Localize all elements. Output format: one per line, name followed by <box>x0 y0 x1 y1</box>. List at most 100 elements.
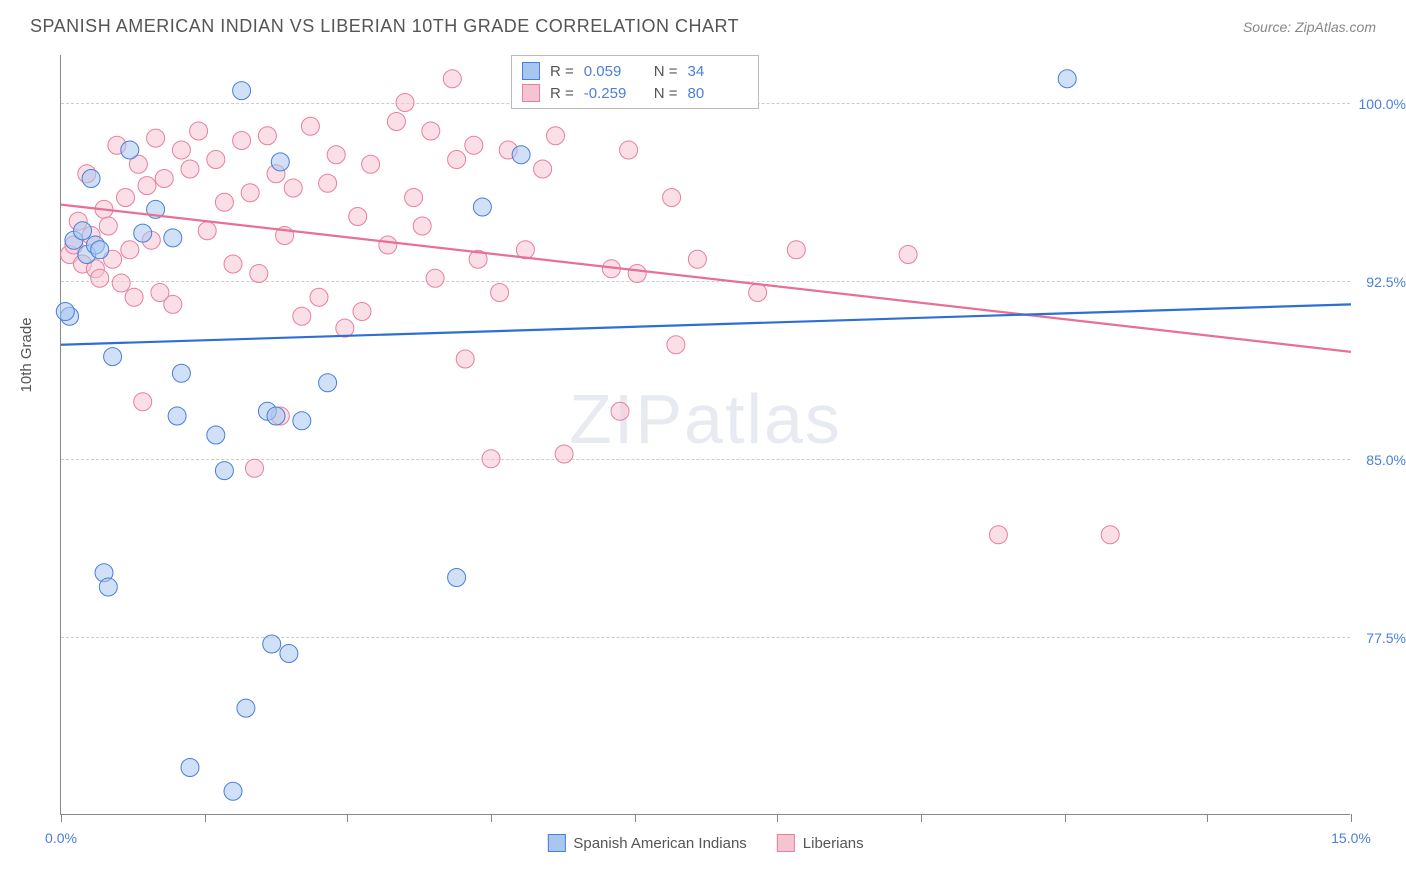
data-point <box>336 319 354 337</box>
chart-title: SPANISH AMERICAN INDIAN VS LIBERIAN 10TH… <box>30 16 739 37</box>
legend-series: Spanish American Indians Liberians <box>547 834 863 852</box>
legend-stats: R = 0.059 N = 34 R = -0.259 N = 80 <box>511 55 759 109</box>
data-point <box>121 241 139 259</box>
data-point <box>125 288 143 306</box>
xtick <box>777 814 778 822</box>
data-point <box>250 265 268 283</box>
data-point <box>611 402 629 420</box>
n-label: N = <box>654 63 678 80</box>
data-point <box>134 393 152 411</box>
xtick <box>1065 814 1066 822</box>
data-point <box>663 189 681 207</box>
r-value-blue: 0.059 <box>584 63 644 80</box>
xtick <box>635 814 636 822</box>
data-point <box>224 255 242 273</box>
data-point <box>224 782 242 800</box>
data-point <box>379 236 397 254</box>
data-point <box>512 146 530 164</box>
data-point <box>405 189 423 207</box>
data-point <box>667 336 685 354</box>
n-value-blue: 34 <box>688 63 748 80</box>
data-point <box>362 155 380 173</box>
ytick-label: 85.0% <box>1366 452 1406 468</box>
data-point <box>319 174 337 192</box>
series-name-pink: Liberians <box>803 835 864 852</box>
data-point <box>82 170 100 188</box>
data-point <box>688 250 706 268</box>
data-point <box>112 274 130 292</box>
header: SPANISH AMERICAN INDIAN VS LIBERIAN 10TH… <box>0 0 1406 47</box>
data-point <box>413 217 431 235</box>
data-point <box>263 635 281 653</box>
data-point <box>353 303 371 321</box>
data-point <box>215 462 233 480</box>
data-point <box>147 129 165 147</box>
data-point <box>547 127 565 145</box>
xtick <box>1351 814 1352 822</box>
data-point <box>91 269 109 287</box>
data-point <box>198 222 216 240</box>
series-name-blue: Spanish American Indians <box>573 835 746 852</box>
data-point <box>172 141 190 159</box>
data-point <box>327 146 345 164</box>
data-point <box>155 170 173 188</box>
legend-stats-row-blue: R = 0.059 N = 34 <box>522 60 748 82</box>
data-point <box>164 229 182 247</box>
chart-area: ZIPatlas 100.0%92.5%85.0%77.5% R = 0.059… <box>60 55 1350 815</box>
data-point <box>284 179 302 197</box>
swatch-pink <box>522 84 540 102</box>
swatch-blue <box>547 834 565 852</box>
data-point <box>246 459 264 477</box>
data-point <box>74 222 92 240</box>
data-point <box>482 450 500 468</box>
data-point <box>749 284 767 302</box>
data-point <box>91 241 109 259</box>
data-point <box>181 160 199 178</box>
xtick <box>61 814 62 822</box>
data-point <box>620 141 638 159</box>
data-point <box>293 412 311 430</box>
data-point <box>280 645 298 663</box>
data-point <box>233 82 251 100</box>
data-point <box>207 426 225 444</box>
data-point <box>899 246 917 264</box>
data-point <box>56 303 74 321</box>
data-point <box>443 70 461 88</box>
xtick <box>1207 814 1208 822</box>
swatch-pink <box>777 834 795 852</box>
xtick <box>347 814 348 822</box>
legend-item-pink: Liberians <box>777 834 864 852</box>
n-value-pink: 80 <box>688 85 748 102</box>
data-point <box>207 151 225 169</box>
swatch-blue <box>522 62 540 80</box>
data-point <box>396 94 414 112</box>
data-point <box>134 224 152 242</box>
data-point <box>787 241 805 259</box>
xtick-label: 0.0% <box>45 830 77 846</box>
data-point <box>117 189 135 207</box>
data-point <box>233 132 251 150</box>
data-point <box>534 160 552 178</box>
data-point <box>349 208 367 226</box>
data-point <box>237 699 255 717</box>
n-label: N = <box>654 85 678 102</box>
data-point <box>301 117 319 135</box>
data-point <box>448 569 466 587</box>
data-point <box>271 153 289 171</box>
data-point <box>456 350 474 368</box>
scatter-plot <box>61 55 1350 814</box>
data-point <box>258 127 276 145</box>
data-point <box>448 151 466 169</box>
regression-line <box>61 304 1351 344</box>
xtick-label: 15.0% <box>1331 830 1371 846</box>
legend-stats-row-pink: R = -0.259 N = 80 <box>522 82 748 104</box>
data-point <box>628 265 646 283</box>
data-point <box>989 526 1007 544</box>
data-point <box>190 122 208 140</box>
r-label: R = <box>550 85 574 102</box>
data-point <box>215 193 233 211</box>
data-point <box>267 407 285 425</box>
data-point <box>168 407 186 425</box>
data-point <box>491 284 509 302</box>
data-point <box>241 184 259 202</box>
